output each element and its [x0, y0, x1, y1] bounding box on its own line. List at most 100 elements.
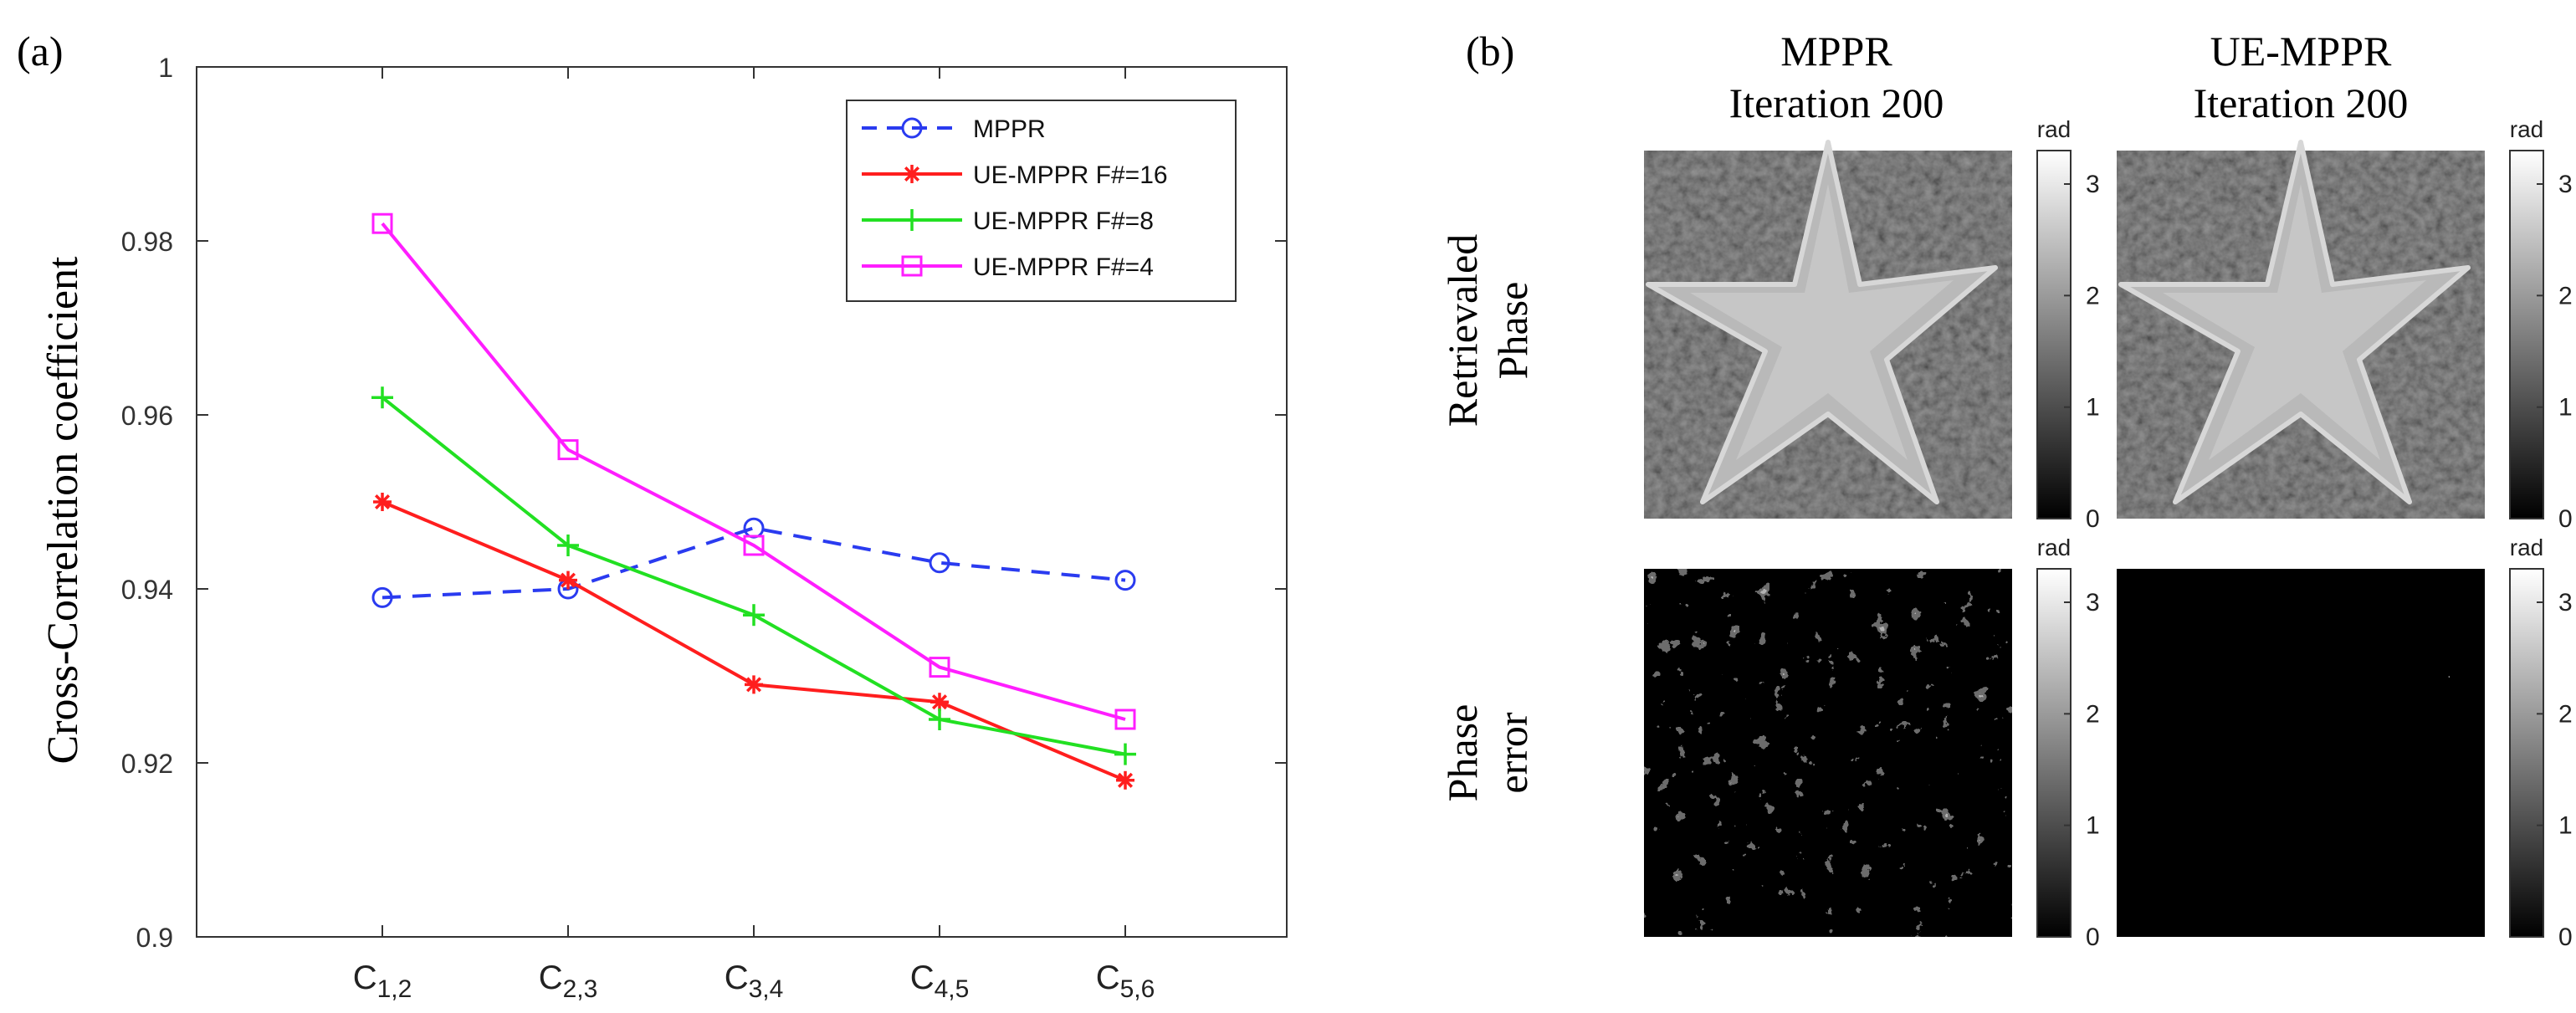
legend-label: MPPR — [973, 115, 1046, 143]
y-tick-label: 0.9 — [136, 923, 173, 953]
colorbar-tick-label: 0 — [2086, 923, 2100, 951]
col1-title-line1: MPPR — [1780, 28, 1892, 74]
legend-marker — [903, 165, 921, 183]
data-point — [1114, 709, 1136, 730]
legend-label: UE-MPPR F#=8 — [973, 207, 1154, 235]
mppr-phase-error-image — [1644, 569, 2012, 937]
legend-marker — [901, 209, 923, 231]
y-tick-label: 1 — [158, 53, 173, 83]
colorbar-tick-label: 3 — [2086, 589, 2100, 616]
data-point — [929, 552, 950, 574]
colorbar-tick-label: 2 — [2558, 282, 2573, 310]
series-line — [381, 222, 1126, 721]
ue-mppr-phase-error-image — [2117, 569, 2485, 937]
series-line — [382, 526, 1126, 600]
legend: MPPR UE-MPPR F#=16 UE-MPPR F#=8 UE-MPPR F#=… — [846, 100, 1237, 302]
row1-label-line2: Phase — [1489, 282, 1536, 380]
data-point — [557, 535, 579, 556]
colorbar-tick-label: 2 — [2558, 700, 2573, 728]
colorbar-tick-label: 0 — [2558, 923, 2573, 951]
legend-marker — [901, 255, 923, 277]
colorbar-gradient — [2036, 568, 2072, 938]
starfish-shape — [2118, 140, 2471, 504]
colorbar-unit: rad — [2037, 116, 2071, 142]
colorbar-tick-label: 1 — [2086, 812, 2100, 840]
panel-b-label: (b) — [1466, 28, 1514, 74]
colorbar-mppr-error: rad 0 1 2 3 — [2036, 535, 2100, 951]
x-tick-label: C3,4 — [725, 959, 784, 1003]
y-axis-ticks: 0.9 0.92 0.94 0.96 0.98 1 — [121, 53, 1287, 953]
data-point — [371, 386, 393, 409]
legend-entry: UE-MPPR F#=16 — [862, 161, 1168, 189]
y-tick-label: 0.92 — [121, 749, 173, 779]
data-point — [929, 709, 950, 730]
colorbar-tick-label: 2 — [2086, 700, 2100, 728]
legend-label: UE-MPPR F#=4 — [973, 253, 1154, 281]
col2-title-line1: UE-MPPR — [2210, 28, 2392, 74]
x-axis-ticks: C1,2 C2,3 C3,4 C4,5 C5,6 — [353, 67, 1155, 1003]
colorbar-gradient — [2036, 150, 2072, 519]
data-point — [745, 675, 763, 694]
data-point — [1114, 570, 1136, 591]
data-point — [373, 493, 392, 511]
col1-title-line2: Iteration 200 — [1729, 79, 1944, 126]
phase-image-panel: MPPR Iteration 200 UE-MPPR Iteration 200… — [1439, 28, 2573, 951]
legend-entry: MPPR — [862, 115, 1046, 143]
data-point — [743, 604, 765, 627]
colorbar-tick-label: 3 — [2558, 589, 2573, 616]
starfish-shape — [1646, 140, 1998, 504]
x-tick-label: C4,5 — [910, 959, 970, 1003]
y-axis-label: Cross-Correlation coefficient — [39, 256, 87, 765]
data-point — [1116, 770, 1134, 790]
ue-mppr-retrieved-phase-image — [2117, 140, 2485, 519]
colorbar-tick-label: 1 — [2086, 394, 2100, 422]
x-tick-label: C1,2 — [353, 959, 412, 1003]
colorbar-tick-label: 3 — [2558, 171, 2573, 198]
legend-entries: MPPR UE-MPPR F#=16 UE-MPPR F#=8 UE-MPPR F#=… — [862, 115, 1168, 281]
y-tick-label: 0.96 — [121, 401, 173, 431]
row2-label-line1: Phase — [1439, 704, 1486, 802]
panel-a-label: (a) — [17, 28, 64, 74]
colorbar-unit: rad — [2037, 535, 2071, 560]
col2-title-line2: Iteration 200 — [2194, 79, 2409, 126]
legend-marker — [901, 117, 923, 139]
colorbar-tick-label: 1 — [2558, 812, 2573, 840]
cross-correlation-chart: 0.9 0.92 0.94 0.96 0.98 1 C1,2 C2,3 C3,4 C4,5 C5,… — [39, 53, 1288, 1003]
series-ue-mppr-f-16 — [373, 493, 1134, 790]
colorbar-ue-mppr-error: rad 0 1 2 3 — [2509, 535, 2573, 951]
data-point — [929, 657, 950, 678]
data-point — [371, 586, 393, 608]
colorbar-tick-label: 2 — [2086, 282, 2100, 310]
colorbar-unit: rad — [2510, 116, 2543, 142]
colorbar-tick-label: 0 — [2086, 505, 2100, 533]
colorbar-unit: rad — [2510, 535, 2543, 560]
y-tick-label: 0.98 — [121, 227, 173, 257]
data-point — [559, 570, 577, 590]
series-layer — [371, 212, 1136, 790]
colorbar-gradient — [2509, 150, 2544, 519]
legend-entry: UE-MPPR F#=4 — [862, 253, 1154, 281]
series-mppr — [371, 517, 1136, 608]
colorbar-gradient — [2509, 568, 2544, 938]
data-point — [1114, 743, 1136, 765]
series-ue-mppr-f-4 — [371, 212, 1136, 730]
colorbar-tick-label: 1 — [2558, 394, 2573, 422]
colorbar-tick-label: 3 — [2086, 171, 2100, 198]
legend-entry: UE-MPPR F#=8 — [862, 207, 1154, 235]
legend-box — [846, 100, 1237, 302]
colorbar-ue-mppr-phase: rad 0 1 2 3 — [2509, 116, 2573, 533]
legend-label: UE-MPPR F#=16 — [973, 161, 1168, 189]
x-tick-label: C5,6 — [1096, 959, 1155, 1003]
data-point — [743, 535, 765, 556]
colorbar-tick-label: 0 — [2558, 505, 2573, 533]
series-ue-mppr-f-8 — [371, 386, 1136, 765]
x-tick-label: C2,3 — [539, 959, 598, 1003]
row1-label-line1: Retrievaled — [1439, 234, 1486, 427]
data-point — [557, 439, 579, 461]
y-tick-label: 0.94 — [121, 575, 173, 605]
colorbars: rad 0 1 2 3 rad 0 1 2 3 rad 0 1 2 3 rad 0 1 2 3 — [2036, 116, 2573, 951]
data-point — [371, 212, 393, 234]
row2-label-line2: error — [1489, 712, 1536, 793]
data-point — [930, 693, 949, 712]
